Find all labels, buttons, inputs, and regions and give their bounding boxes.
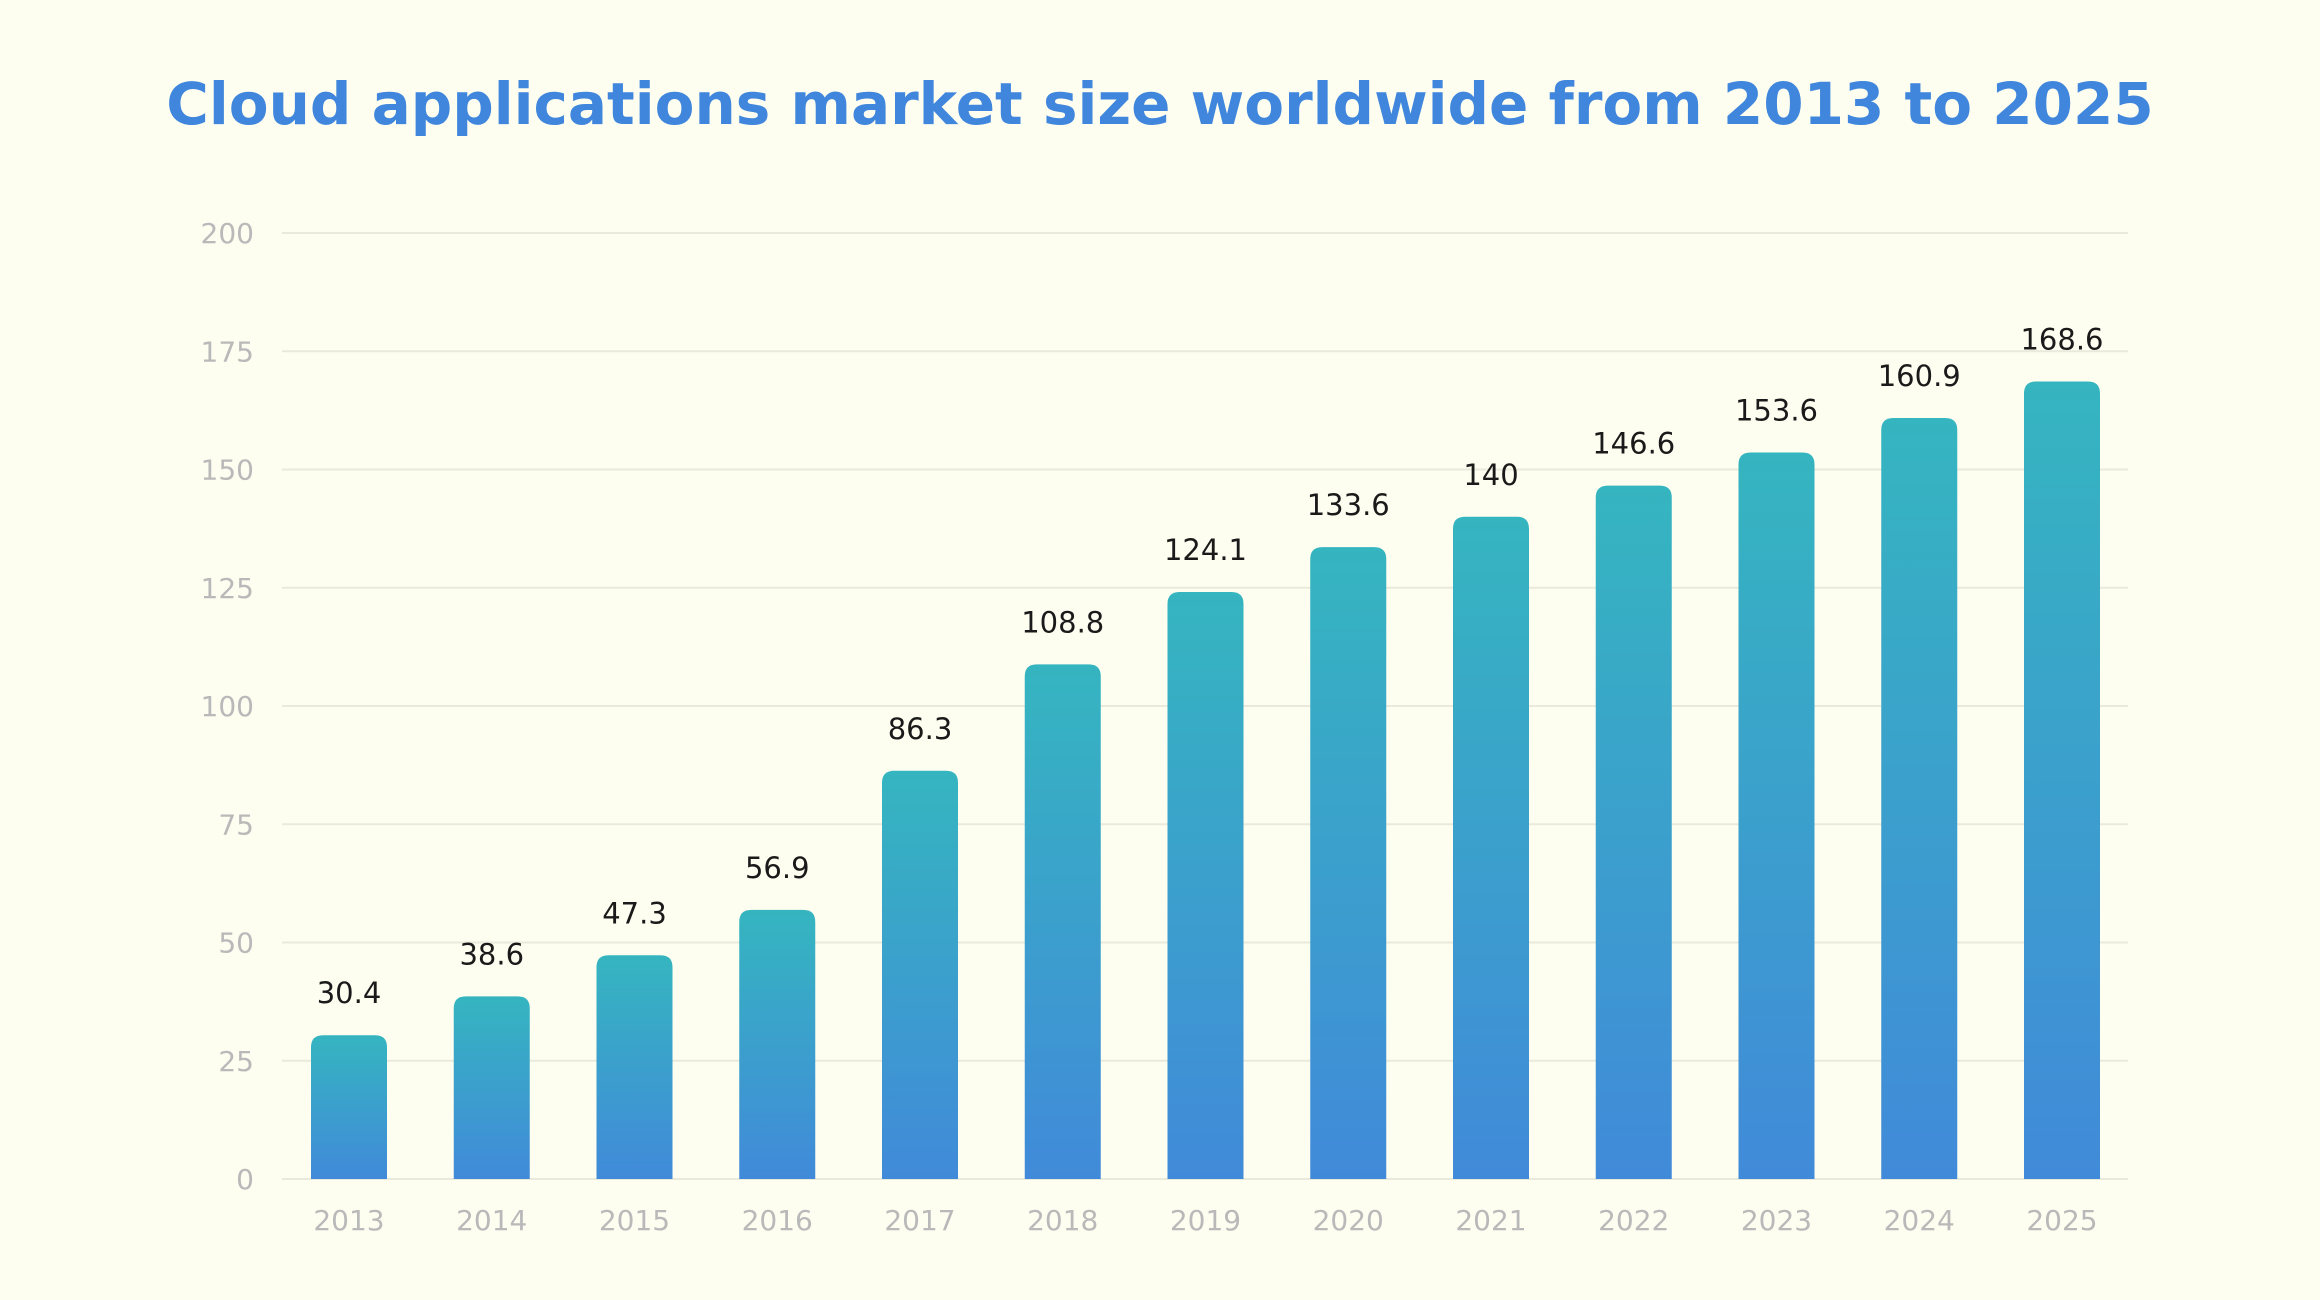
x-tick-label-2018: 2018 (1027, 1204, 1098, 1237)
y-tick-label: 125 (201, 572, 254, 605)
y-tick-label: 0 (236, 1163, 254, 1196)
y-tick-label: 150 (201, 454, 254, 487)
bar-2017 (882, 770, 958, 1179)
y-tick-label: 50 (218, 927, 254, 960)
data-label-2016: 56.9 (745, 851, 810, 885)
y-tick-label: 175 (201, 335, 254, 368)
x-tick-label-2023: 2023 (1741, 1204, 1812, 1237)
x-tick-label-2024: 2024 (1884, 1204, 1955, 1237)
x-tick-label-2015: 2015 (599, 1204, 670, 1237)
data-label-2023: 153.6 (1735, 393, 1818, 427)
y-tick-label: 100 (201, 690, 254, 723)
bar-2021 (1453, 516, 1529, 1179)
data-label-2025: 168.6 (2020, 323, 2103, 357)
x-tick-label-2013: 2013 (313, 1204, 384, 1237)
data-label-2017: 86.3 (888, 712, 953, 746)
x-tick-label-2014: 2014 (456, 1204, 527, 1237)
bar-2018 (1024, 664, 1101, 1179)
x-tick-label-2022: 2022 (1598, 1204, 1669, 1237)
bar-2016 (739, 909, 816, 1179)
x-tick-label-2020: 2020 (1313, 1204, 1384, 1237)
bar-2015 (596, 955, 673, 1179)
bar-2019 (1167, 592, 1244, 1179)
data-label-2014: 38.6 (459, 937, 524, 971)
chart-title: Cloud applications market size worldwide… (166, 70, 2154, 138)
bar-2023 (1738, 452, 1815, 1179)
data-label-2013: 30.4 (317, 976, 382, 1010)
y-tick-label: 200 (201, 217, 254, 250)
x-axis-ticks: 2013 2014 2015 2016 2017 2018 2019 2020 2021 2022… (313, 1204, 2097, 1237)
bar-2022 (1595, 485, 1672, 1179)
x-tick-label-2021: 2021 (1455, 1204, 1526, 1237)
bar-2013 (311, 1035, 387, 1179)
data-labels: 30.4 38.6 47.3 56.9 86.3 108.8 124.1 133.6 140 14… (317, 323, 2104, 1011)
x-tick-label-2025: 2025 (2026, 1204, 2097, 1237)
data-label-2020: 133.6 (1307, 488, 1390, 522)
data-label-2022: 146.6 (1592, 427, 1675, 461)
x-tick-label-2019: 2019 (1170, 1204, 1241, 1237)
y-axis-ticks: 0 25 50 75 100 125 150 175 200 (201, 217, 254, 1196)
data-label-2015: 47.3 (602, 896, 667, 930)
bar-2025 (2024, 381, 2100, 1180)
x-tick-label-2016: 2016 (742, 1204, 813, 1237)
bar-2024 (1881, 417, 1958, 1179)
data-label-2024: 160.9 (1878, 359, 1961, 393)
data-label-2021: 140 (1463, 458, 1518, 492)
bar-2014 (453, 996, 530, 1179)
y-tick-label: 25 (218, 1045, 254, 1078)
y-tick-label: 75 (218, 808, 254, 841)
bars (311, 381, 2100, 1180)
x-tick-label-2017: 2017 (884, 1204, 955, 1237)
bar-2020 (1310, 547, 1387, 1179)
data-label-2018: 108.8 (1021, 605, 1104, 639)
data-label-2019: 124.1 (1164, 533, 1247, 567)
